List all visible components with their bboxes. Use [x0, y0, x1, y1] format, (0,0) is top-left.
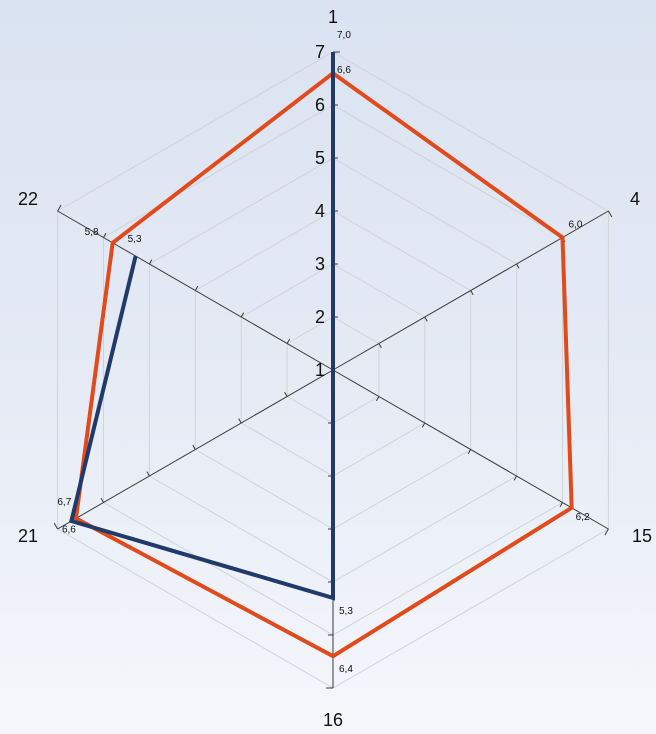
series-1-value-label: 5,8 — [85, 227, 99, 238]
axis-tick — [559, 502, 563, 508]
series-1-value-label: 6,4 — [339, 664, 353, 675]
series-2-line — [68, 52, 335, 601]
axis-tick — [467, 449, 472, 455]
axis-tick — [378, 343, 382, 349]
scale-tick-label: 3 — [315, 254, 325, 274]
axis-tick — [286, 338, 291, 344]
scale-tick-label: 5 — [315, 148, 325, 168]
scale-tick-label: 6 — [315, 95, 325, 115]
axis-tick — [421, 422, 426, 428]
axis-label-16: 16 — [323, 710, 343, 730]
axis-tick — [284, 391, 288, 397]
axis-tick — [238, 418, 242, 424]
axis-tick — [470, 290, 474, 296]
series-1-line — [73, 70, 574, 659]
axis-label-4: 4 — [630, 189, 640, 209]
axis-label-1: 1 — [328, 7, 338, 27]
axis-tick — [516, 263, 520, 269]
series-2-value-label: 6,7 — [57, 497, 71, 508]
axis-tick — [607, 210, 613, 218]
series-2-value-label: 7,0 — [337, 30, 351, 41]
axis-tick — [375, 396, 380, 402]
axis-tick — [53, 522, 59, 530]
axis-tick — [192, 444, 196, 450]
series-2-value-label: 5,3 — [128, 234, 142, 245]
axis-tick — [148, 259, 153, 265]
scale-tick-label: 7 — [315, 42, 325, 62]
axis-tick — [103, 232, 107, 238]
series-1-value-label: 6,6 — [337, 65, 351, 76]
axis-tick — [57, 204, 62, 212]
label-layer: 123456714151621226,66,06,26,46,65,87,05,… — [18, 7, 652, 730]
axis-tick — [146, 471, 150, 477]
series-2-value-label: 5,3 — [339, 606, 353, 617]
axis-tick — [513, 475, 518, 481]
axis-tick — [240, 312, 245, 318]
axis-label-21: 21 — [18, 526, 38, 546]
series-1-value-label: 6,2 — [576, 512, 590, 523]
axis-tick — [424, 316, 428, 322]
axis-tick — [604, 528, 609, 536]
axis-tick — [194, 285, 199, 291]
series-1-value-label: 6,0 — [568, 220, 582, 231]
axis-tick — [100, 497, 104, 503]
scale-tick-label: 1 — [315, 360, 325, 380]
series-layer — [68, 52, 574, 659]
axis-label-22: 22 — [18, 189, 38, 209]
axis-label-15: 15 — [632, 526, 652, 546]
scale-tick-label: 2 — [315, 307, 325, 327]
scale-tick-label: 4 — [315, 201, 325, 221]
series-1-value-label: 6,6 — [62, 524, 76, 535]
